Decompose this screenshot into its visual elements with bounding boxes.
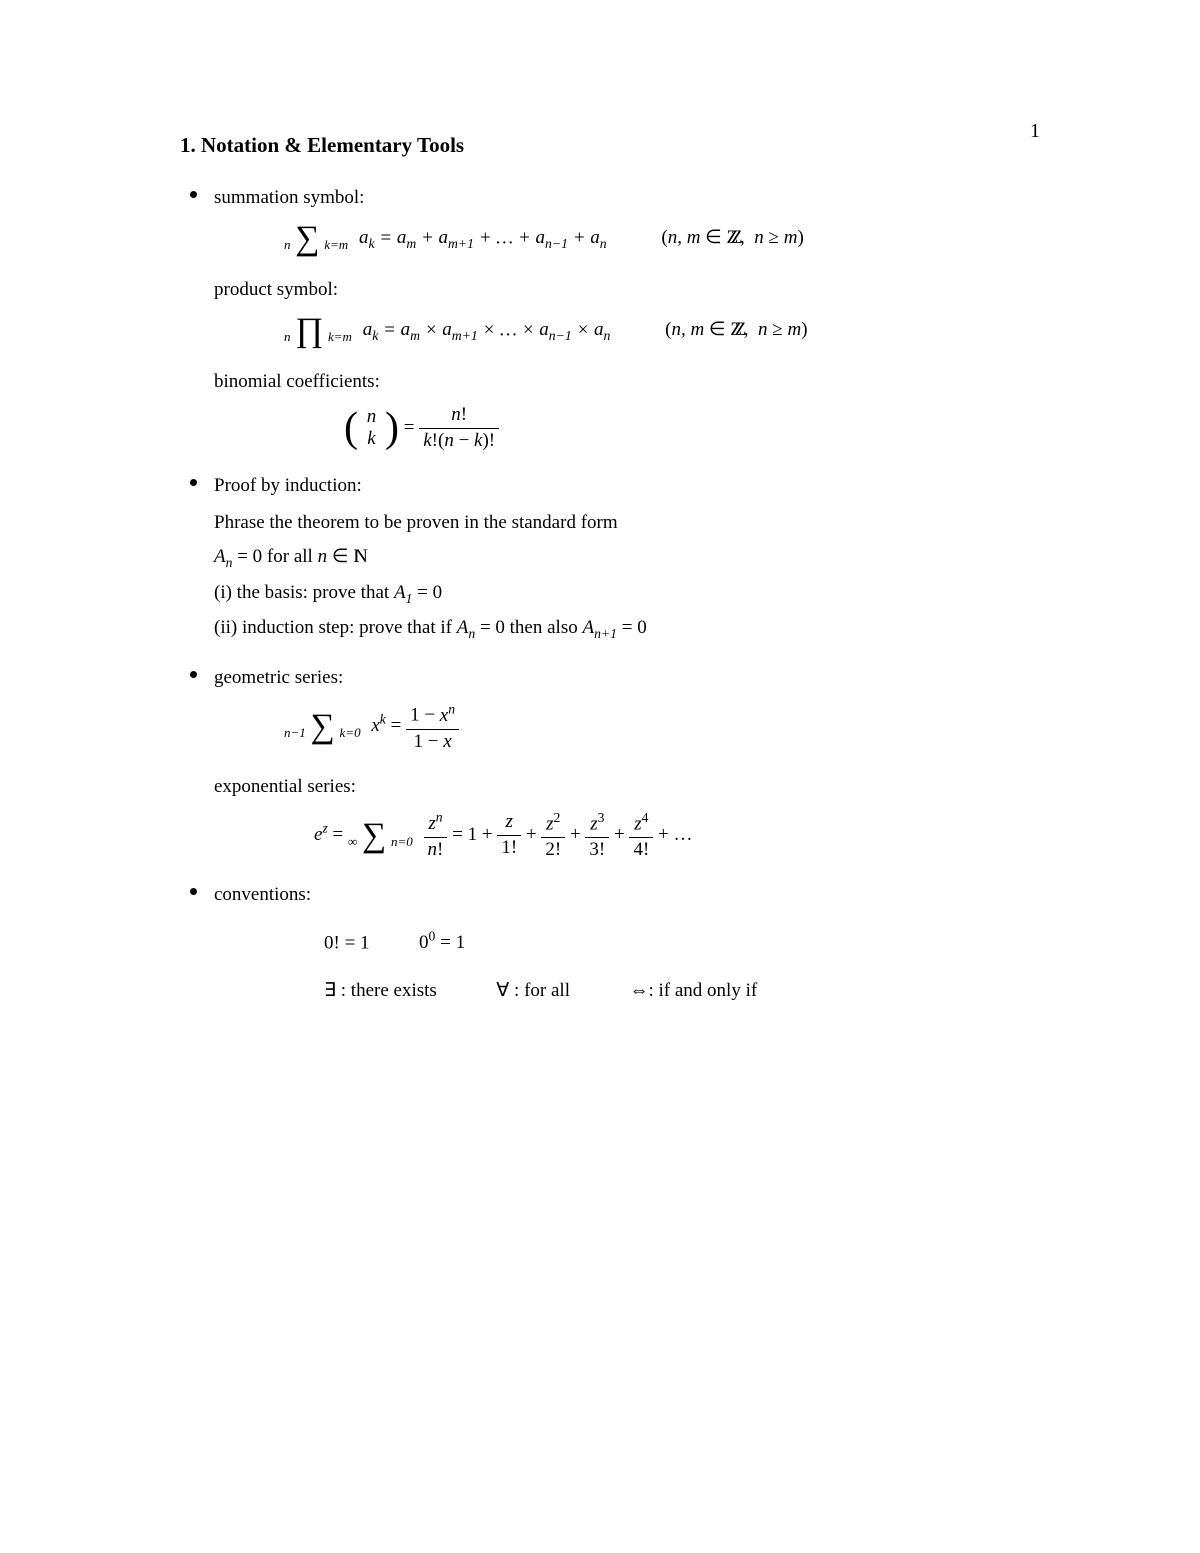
- bullet-summation: summation symbol: n ∑ k=m ak = am + am+1…: [214, 184, 1050, 256]
- exponential-label: exponential series:: [214, 773, 1050, 801]
- conventions-line2: ∃ : there exists ∀ : for all ⇔: if and o…: [324, 977, 1050, 1005]
- bullet-icon: [190, 671, 197, 678]
- geometric-equation: n−1 ∑ k=0 xk = 1 − xn 1 − x: [284, 701, 1050, 752]
- product-equation: n ∏ k=m ak = am × am+1 × … × an−1 × an (…: [284, 314, 1050, 348]
- exists-text: ∃ : there exists: [324, 980, 437, 1001]
- product-label: product symbol:: [214, 276, 1050, 304]
- binomial-label: binomial coefficients:: [214, 368, 1050, 396]
- pi-icon: ∏: [295, 312, 323, 349]
- bullet-icon: [190, 888, 197, 895]
- geometric-label: geometric series:: [214, 667, 343, 688]
- bullet-conventions: conventions: 0! = 1 00 = 1 ∃ : there exi…: [214, 881, 1050, 1004]
- prod-upper: n: [284, 329, 291, 344]
- iff-text: ⇔: if and only if: [629, 980, 757, 1001]
- induction-line2: An = 0 for all n ∈ IN: [214, 543, 1050, 573]
- geo-lower: k=0: [340, 725, 361, 740]
- induction-label: Proof by induction:: [214, 475, 362, 496]
- sum-upper: n: [284, 237, 291, 252]
- induction-line4: (ii) induction step: prove that if An = …: [214, 614, 1050, 644]
- bullet-icon: [190, 191, 197, 198]
- forall-text: ∀ : for all: [496, 980, 570, 1001]
- page-content: 1. Notation & Elementary Tools summation…: [0, 0, 1200, 1004]
- summation-equation: n ∑ k=m ak = am + am+1 + … + an−1 + an (…: [284, 222, 1050, 256]
- page-number: 1: [1030, 120, 1040, 143]
- section-title: 1. Notation & Elementary Tools: [180, 130, 1050, 160]
- exp-lower: n=0: [391, 834, 413, 849]
- binomial-equation: ( nk ) = n! k!(n − k)!: [344, 405, 1050, 452]
- conventions-label: conventions:: [214, 884, 311, 905]
- sigma-icon: ∑: [311, 708, 335, 745]
- prod-lower: k=m: [328, 329, 352, 344]
- zero-factorial: 0! = 1: [324, 932, 370, 953]
- exp-upper: ∞: [348, 834, 357, 849]
- binom-top: n: [367, 406, 377, 427]
- binom-bottom: k: [367, 428, 375, 449]
- sigma-icon: ∑: [362, 817, 386, 854]
- summation-label: summation symbol:: [214, 187, 364, 208]
- bullet-icon: [190, 479, 197, 486]
- induction-line3: (i) the basis: prove that A1 = 0: [214, 579, 1050, 609]
- exponential-equation: ez = ∞ ∑ n=0 znn! = 1 + z1! + z22! + z33…: [314, 810, 1050, 861]
- bullet-induction: Proof by induction: Phrase the theorem t…: [214, 472, 1050, 644]
- geo-upper: n−1: [284, 725, 306, 740]
- bullet-geometric: geometric series: n−1 ∑ k=0 xk = 1 − xn …: [214, 664, 1050, 753]
- sigma-icon: ∑: [295, 220, 319, 257]
- sum-lower: k=m: [324, 237, 348, 252]
- conventions-line1: 0! = 1 00 = 1: [324, 927, 1050, 957]
- induction-line1: Phrase the theorem to be proven in the s…: [214, 509, 1050, 537]
